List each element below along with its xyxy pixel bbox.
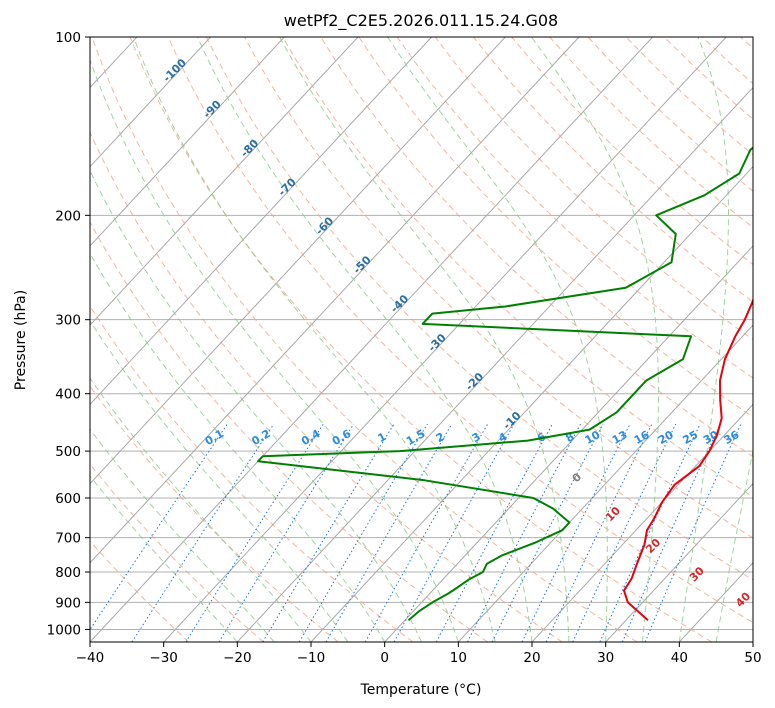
dry-adiabat-line [282,37,753,498]
mixing-ratio-line [393,423,515,642]
moist-adiabat-line [90,58,459,642]
temperature-profile-line [623,297,753,622]
x-tick-label: −40 [76,650,105,666]
dry-adiabat-line [90,221,488,642]
x-tick-label: 0 [380,650,389,666]
x-axis-title: Temperature (°C) [360,682,482,698]
isotherm-line [457,324,753,642]
moist-adiabat-line [279,37,570,642]
dry-adiabat-line [434,37,753,341]
y-tick-label: 500 [55,444,81,460]
moist-adiabat-line [197,37,533,642]
y-tick-label: 300 [55,313,81,329]
isotherm-line [90,37,506,485]
isotherm-line [752,641,753,642]
mixing-ratio-line [435,423,553,642]
moist-adiabat-line [133,37,496,642]
isotherm-line [0,37,63,642]
chart-title: wetPf2_C2E5.2026.011.15.24.G08 [284,11,558,31]
mixing-ratio-line [491,423,604,642]
mixing-ratio-line [621,423,721,642]
dry-adiabat-line [129,37,712,642]
x-tick-label: 10 [450,650,467,666]
moist-adiabat-line [90,169,422,642]
y-axis-title: Pressure (hPa) [13,290,29,390]
background-lines [0,37,753,642]
dry-adiabat-line [473,37,753,303]
y-tick-label: 1000 [47,622,81,638]
x-tick-label: −10 [297,650,326,666]
dry-adiabat-line [205,37,753,581]
moist-adiabat-line [752,639,753,642]
isotherm-line [90,37,359,326]
plot-background [90,37,753,642]
isotherm-line [90,37,432,406]
plot-frame [89,36,754,643]
isotherm-line [163,37,727,642]
moist-adiabat-line [678,37,729,642]
y-tick-label: 600 [55,491,81,507]
moist-adiabat-line [715,448,753,642]
mixing-ratio-line [521,423,631,642]
isotherm-line [310,165,753,642]
x-tick-label: −20 [223,650,252,666]
y-tick-label: 800 [55,565,81,581]
isotherm-line [90,37,580,564]
y-tick-label: 700 [55,531,81,547]
mixing-ratio-line [644,423,742,642]
mixing-ratio-line [218,423,355,642]
mixing-ratio-line [545,423,653,642]
isotherm-line [605,482,753,642]
y-tick-label: 900 [55,595,81,611]
axes: −40 −30 −20 −10 0 10 20 30 40 50 100 200 300 400 500 60… [47,30,762,666]
isotherm-line [90,37,285,247]
mixing-ratio-line [185,423,324,642]
profile-series [257,146,753,622]
x-tick-label: 40 [671,650,688,666]
dry-adiabat-line [167,37,753,624]
dry-adiabat-line [396,37,753,379]
mixing-ratio-line [599,423,701,642]
dry-adiabat-line [90,131,563,642]
moist-adiabat-line [90,475,238,642]
dewpoint-profile-line [257,146,753,622]
moist-adiabat-line [90,319,349,642]
x-tick-label: 20 [523,650,540,666]
y-tick-label: 200 [55,208,81,224]
x-tick-label: 50 [744,650,761,666]
isotherm-line [384,245,753,642]
x-tick-label: 30 [597,650,614,666]
mixing-ratio-line [298,423,428,642]
isotherm-line [531,403,753,642]
moist-adiabat-line [531,37,659,642]
isotherm-line [90,37,211,168]
x-tick-label: −30 [149,650,178,666]
mixing-ratio-line [467,423,582,642]
dry-adiabat-line [90,540,190,642]
dry-adiabat-line [244,37,753,539]
dry-adiabat-line [91,37,638,642]
moist-adiabat-line [387,37,608,642]
y-tick-label: 400 [55,387,81,403]
mixing-ratio-line [572,423,677,642]
dry-adiabat-line [90,463,264,642]
y-tick-label: 100 [55,30,81,46]
isotherm-line [236,86,753,642]
moist-adiabat-line [90,428,275,642]
mixing-ratio-line [364,423,489,642]
mixing-ratio-line [262,423,395,642]
moist-adiabat-line [90,377,312,642]
moist-adiabat-line [90,252,386,642]
